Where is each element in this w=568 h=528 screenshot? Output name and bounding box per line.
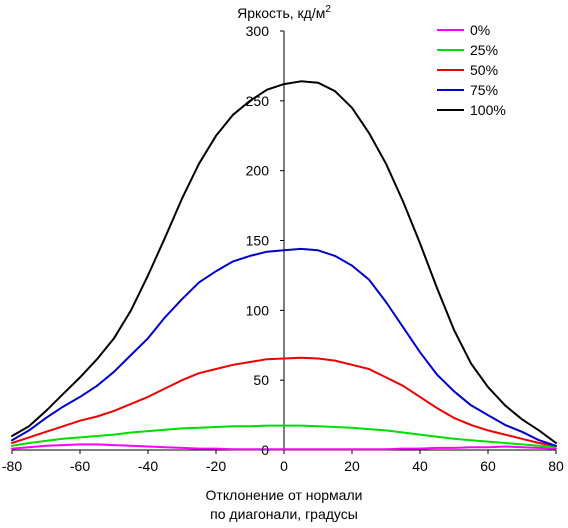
y-tick-label: 0 [261, 442, 269, 458]
x-tick-label: -80 [2, 458, 22, 474]
y-tick-label: 250 [246, 93, 270, 109]
x-axis-title-line-1: Отклонение от нормали [206, 487, 363, 503]
legend-label: 0% [470, 22, 490, 38]
legend-label: 25% [470, 42, 498, 58]
legend-label: 50% [470, 62, 498, 78]
series-line-75pct [11, 247, 557, 447]
x-tick-label: -40 [138, 458, 158, 474]
legend: 0% 25% 50% 75% 100% [437, 22, 506, 118]
y-axis-title-text: Яркость, кд/м [237, 5, 325, 21]
x-tick-label: 60 [480, 458, 496, 474]
series-line-25pct [11, 424, 557, 448]
y-axis-title-superscript: 2 [325, 4, 331, 15]
y-tick-label: 150 [246, 233, 270, 249]
x-tick-label: 80 [548, 458, 564, 474]
series-line-100pct [11, 80, 557, 444]
series-line-50pct [11, 356, 557, 447]
series-lines-layer [11, 80, 557, 451]
x-tick-label: 20 [344, 458, 360, 474]
y-axis-title: Яркость, кд/м2 [237, 4, 331, 21]
x-tick-label: 40 [412, 458, 428, 474]
x-axis-title-line-2: по диагонали, градусы [210, 506, 358, 522]
tick-labels-layer: -80 -60 -40 -20 0 20 40 60 80 0 50 100 150 200 250 300 [2, 23, 564, 474]
series-line-0pct [11, 443, 557, 451]
legend-label: 100% [470, 102, 506, 118]
y-tick-label: 50 [253, 372, 269, 388]
x-tick-label: -60 [70, 458, 90, 474]
y-tick-label: 300 [246, 23, 270, 39]
legend-label: 75% [470, 82, 498, 98]
x-tick-label: 0 [280, 458, 288, 474]
y-tick-label: 100 [246, 302, 270, 318]
y-tick-label: 200 [246, 163, 270, 179]
x-tick-label: -20 [206, 458, 226, 474]
